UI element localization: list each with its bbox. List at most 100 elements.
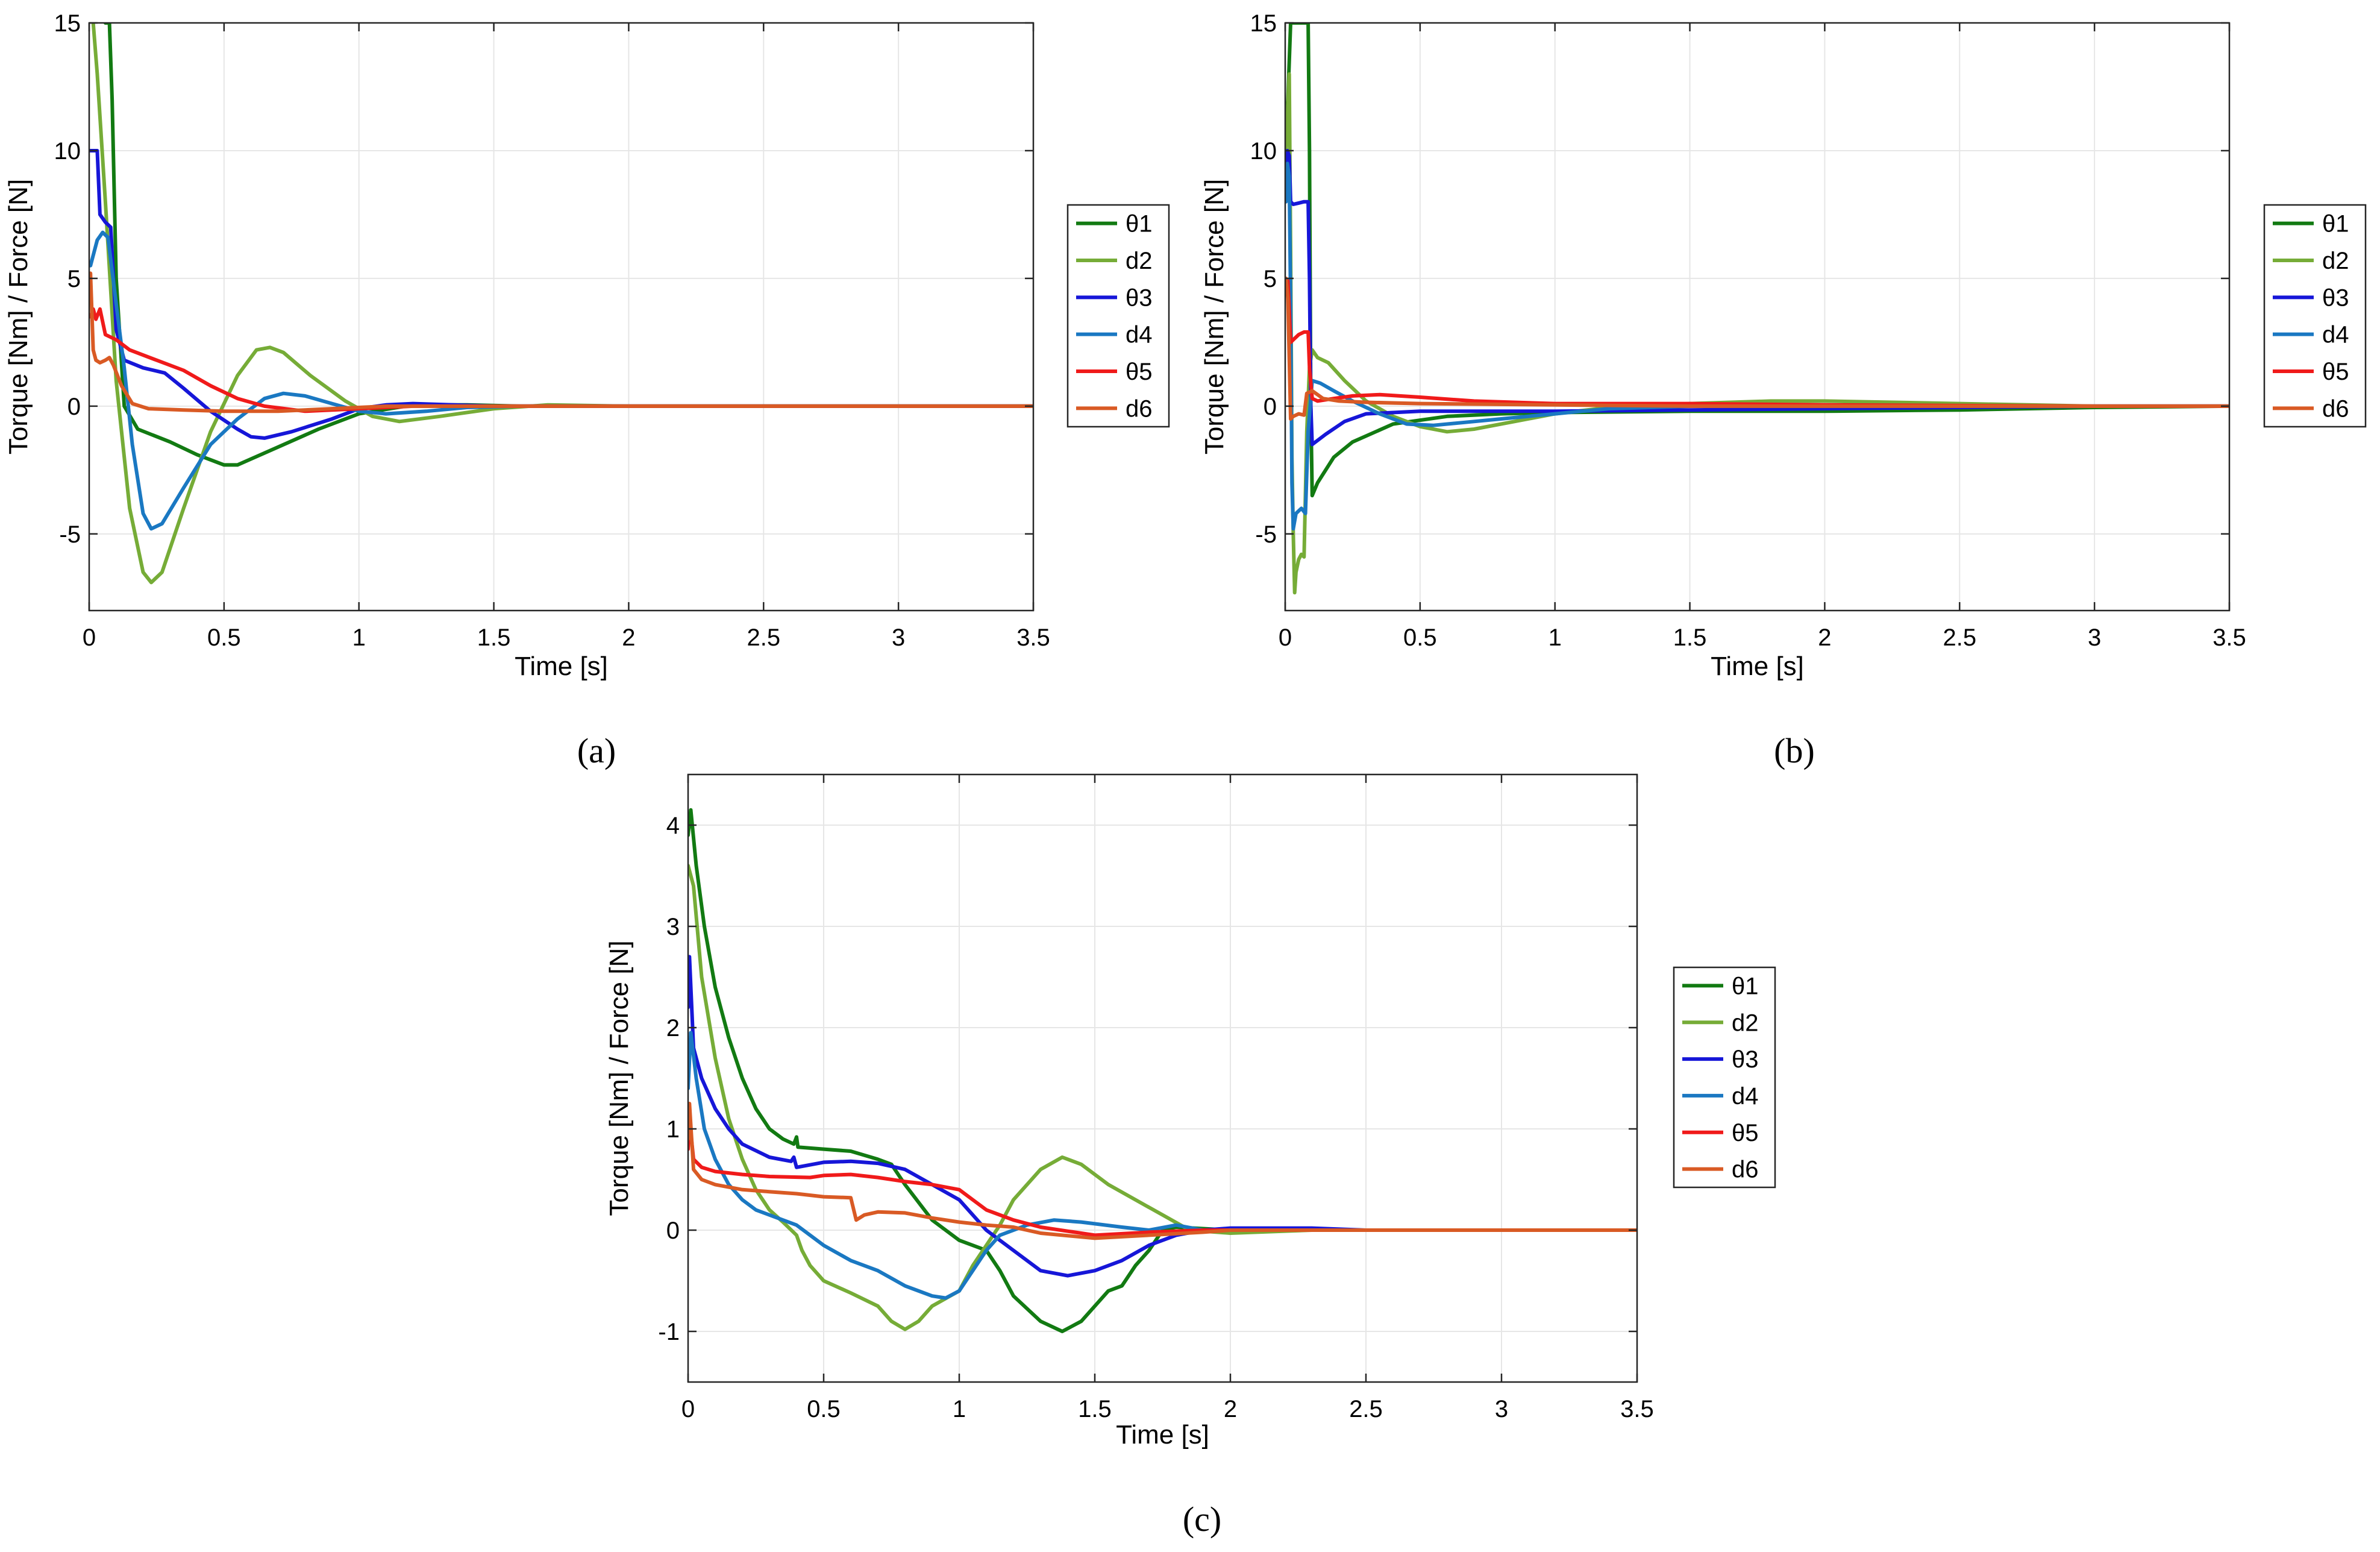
x-tick-label: 2 bbox=[1224, 1396, 1237, 1422]
legend: θ1 d2 θ3 d4 θ5 d6 bbox=[2263, 204, 2367, 428]
x-tick-label: 0.5 bbox=[1403, 624, 1437, 651]
series-line-d6 bbox=[1285, 276, 2229, 421]
legend-entry-label: d6 bbox=[1126, 395, 1153, 422]
x-axis-label: Time [s] bbox=[515, 652, 608, 681]
legend-entry-label: d6 bbox=[1732, 1157, 1759, 1183]
legend-entry-label: d4 bbox=[1126, 322, 1153, 348]
series-line-d6 bbox=[688, 1102, 1637, 1240]
legend: θ1 d2 θ3 d4 θ5 d6 bbox=[1673, 966, 1776, 1189]
y-tick-label: 10 bbox=[54, 138, 81, 165]
x-tick-label: 3 bbox=[892, 624, 905, 651]
legend-entry-label: θ1 bbox=[2322, 211, 2349, 237]
y-tick-label: -1 bbox=[658, 1319, 680, 1345]
chart-panel-a: 0 0.5 1 1.5 2 2.5 3 3.5 -5 0 5 10 15 Time [s] Torque [… bbox=[4, 10, 1170, 770]
legend-entry-label: d2 bbox=[1732, 1010, 1759, 1036]
legend-entry-label: θ3 bbox=[1126, 284, 1153, 311]
legend-entry-label: d6 bbox=[2322, 395, 2349, 422]
y-tick-label: 4 bbox=[666, 812, 680, 839]
y-axis-label: Torque [Nm] / Force [N] bbox=[604, 940, 634, 1216]
ticks: 0 0.5 1 1.5 2 2.5 3 3.5 -5 0 5 10 15 bbox=[1250, 10, 2246, 651]
x-tick-label: 3.5 bbox=[1620, 1396, 1654, 1422]
y-tick-label: 3 bbox=[666, 914, 680, 940]
chart-panel-c: 0 0.5 1 1.5 2 2.5 3 3.5 -1 0 1 2 3 4 Time [s] Torque [N… bbox=[604, 773, 1776, 1539]
chart-panel-b: 0 0.5 1 1.5 2 2.5 3 3.5 -5 0 5 10 15 Time [s] Torque [… bbox=[1200, 10, 2367, 770]
y-axis-label: Torque [Nm] / Force [N] bbox=[4, 179, 33, 454]
x-tick-label: 1 bbox=[352, 624, 366, 651]
y-tick-label: 2 bbox=[666, 1015, 680, 1041]
y-tick-label: -5 bbox=[59, 521, 81, 548]
series-group bbox=[688, 808, 1637, 1333]
plot-area bbox=[688, 774, 1637, 1382]
y-tick-label: 0 bbox=[666, 1217, 680, 1244]
y-tick-label: 5 bbox=[67, 266, 81, 292]
series-line-theta1 bbox=[688, 808, 1637, 1333]
legend-entry-label: θ1 bbox=[1732, 973, 1759, 999]
series-line-d4 bbox=[89, 230, 1033, 531]
legend-entry-label: d2 bbox=[1126, 248, 1153, 274]
x-tick-label: 1.5 bbox=[1673, 624, 1707, 651]
legend-box bbox=[1673, 966, 1776, 1189]
ticks: 0 0.5 1 1.5 2 2.5 3 3.5 -5 0 5 10 15 bbox=[54, 10, 1050, 651]
y-tick-label: 0 bbox=[1264, 394, 1277, 420]
series-group bbox=[89, 23, 1033, 585]
legend-box bbox=[2263, 204, 2367, 428]
y-tick-label: 5 bbox=[1264, 266, 1277, 292]
y-tick-label: -5 bbox=[1255, 521, 1277, 548]
x-axis-label: Time [s] bbox=[1711, 652, 1804, 681]
legend-box bbox=[1066, 204, 1170, 428]
legend-entry-label: θ3 bbox=[2322, 284, 2349, 311]
series-line-d6 bbox=[89, 271, 1033, 413]
axes-frame bbox=[687, 773, 1638, 1383]
y-tick-label: 15 bbox=[1250, 10, 1277, 37]
x-tick-label: 2.5 bbox=[1943, 624, 1976, 651]
y-tick-label: 1 bbox=[666, 1116, 680, 1143]
x-tick-label: 3.5 bbox=[1016, 624, 1050, 651]
legend-entry-label: θ5 bbox=[2322, 359, 2349, 385]
x-tick-label: 0 bbox=[83, 624, 96, 651]
y-tick-label: 10 bbox=[1250, 138, 1277, 165]
series-line-d4 bbox=[1285, 162, 2229, 531]
x-tick-label: 2.5 bbox=[747, 624, 780, 651]
x-tick-label: 3 bbox=[2088, 624, 2101, 651]
series-line-theta3 bbox=[89, 149, 1033, 440]
plot-area bbox=[89, 23, 1033, 611]
legend-entry-label: θ5 bbox=[1732, 1120, 1759, 1146]
legend-entry-label: d2 bbox=[2322, 248, 2349, 274]
x-tick-label: 1 bbox=[1549, 624, 1562, 651]
panel-label: (b) bbox=[1774, 731, 1815, 770]
legend-entry-label: θ3 bbox=[1732, 1046, 1759, 1073]
x-tick-label: 2 bbox=[1818, 624, 1831, 651]
x-axis-label: Time [s] bbox=[1116, 1420, 1209, 1450]
axes-frame bbox=[1284, 22, 2231, 612]
legend-entry-label: θ5 bbox=[1126, 359, 1153, 385]
y-tick-label: 0 bbox=[67, 394, 81, 420]
ticks: 0 0.5 1 1.5 2 2.5 3 3.5 -1 0 1 2 3 4 bbox=[658, 774, 1654, 1422]
legend-entry-label: d4 bbox=[1732, 1083, 1759, 1110]
x-tick-label: 3 bbox=[1495, 1396, 1508, 1422]
legend-entry-label: d4 bbox=[2322, 322, 2349, 348]
legend: θ1 d2 θ3 d4 θ5 d6 bbox=[1066, 204, 1170, 428]
x-tick-label: 0.5 bbox=[807, 1396, 841, 1422]
series-line-theta5 bbox=[688, 1117, 1637, 1237]
x-tick-label: 1.5 bbox=[477, 624, 511, 651]
x-tick-label: 2 bbox=[622, 624, 635, 651]
legend-entry-label: θ1 bbox=[1126, 211, 1153, 237]
axes-frame bbox=[88, 22, 1035, 612]
x-tick-label: 0 bbox=[681, 1396, 695, 1422]
series-line-d2 bbox=[91, 23, 1033, 585]
x-tick-label: 1 bbox=[953, 1396, 966, 1422]
panel-label: (a) bbox=[577, 731, 616, 770]
series-line-d4 bbox=[688, 1031, 1637, 1300]
x-tick-label: 2.5 bbox=[1349, 1396, 1383, 1422]
y-axis-label: Torque [Nm] / Force [N] bbox=[1200, 179, 1229, 454]
y-tick-label: 15 bbox=[54, 10, 81, 37]
series-group bbox=[1285, 23, 2229, 595]
x-tick-label: 3.5 bbox=[2212, 624, 2246, 651]
series-line-theta3 bbox=[1285, 149, 2229, 447]
x-tick-label: 1.5 bbox=[1078, 1396, 1112, 1422]
x-tick-label: 0 bbox=[1279, 624, 1292, 651]
series-line-theta1 bbox=[1285, 23, 2229, 498]
x-tick-label: 0.5 bbox=[207, 624, 241, 651]
